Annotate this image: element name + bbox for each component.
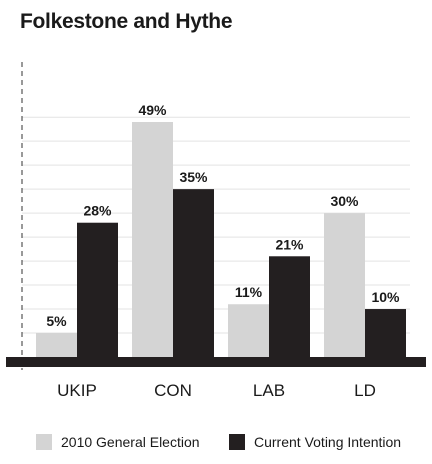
data-label-con-current: 35% xyxy=(179,169,208,185)
bar-con-current xyxy=(173,189,214,357)
x-tick-label-ld: LD xyxy=(354,381,376,400)
bar-ukip-2010 xyxy=(36,333,77,357)
bar-ukip-current xyxy=(77,222,118,357)
legend-item-2010-general-election: 2010 General Election xyxy=(36,433,200,451)
bars: 5% 28% 49% 35% 11% 21% 30% 10% xyxy=(36,102,406,357)
x-axis-baseline xyxy=(6,357,426,367)
bar-ld-current xyxy=(365,309,406,357)
legend-label-2010: 2010 General Election xyxy=(61,434,200,450)
data-label-ld-2010: 30% xyxy=(330,193,359,209)
legend-swatch-2010 xyxy=(36,434,52,450)
data-label-ukip-2010: 5% xyxy=(46,313,67,329)
x-tick-labels: UKIP CON LAB LD xyxy=(57,381,376,400)
data-label-con-2010: 49% xyxy=(138,102,167,118)
x-tick-label-con: CON xyxy=(154,381,192,400)
x-tick-label-lab: LAB xyxy=(253,381,285,400)
data-label-lab-current: 21% xyxy=(275,236,304,252)
bar-lab-2010 xyxy=(228,304,269,357)
chart-title: Folkestone and Hythe xyxy=(20,10,233,33)
data-label-lab-2010: 11% xyxy=(235,284,263,300)
x-tick-label-ukip: UKIP xyxy=(57,381,97,400)
bar-con-2010 xyxy=(132,122,173,357)
legend-swatch-current xyxy=(229,434,245,450)
legend-item-current-voting-intention: Current Voting Intention xyxy=(229,433,401,451)
data-label-ld-current: 10% xyxy=(371,289,400,305)
bar-ld-2010 xyxy=(324,213,365,357)
data-label-ukip-current: 28% xyxy=(83,203,112,219)
legend-label-current: Current Voting Intention xyxy=(254,434,402,450)
bar-lab-current xyxy=(269,256,310,357)
